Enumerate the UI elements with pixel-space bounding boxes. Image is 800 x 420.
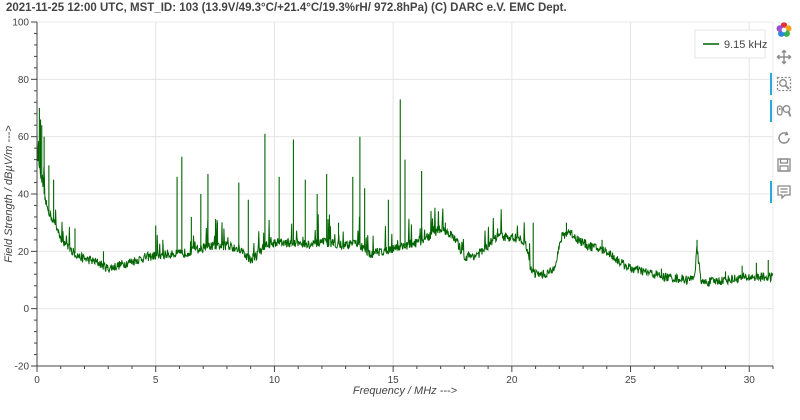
legend-entry-9-15-khz: 9.15 kHz — [724, 39, 767, 51]
x-tick-label: 0 — [34, 375, 40, 386]
hover-icon — [777, 185, 791, 200]
y-axis-label: Field Strength / dBµV/m ---> — [3, 125, 15, 263]
series-line-9-15-khz — [36, 132, 774, 287]
pan-icon — [776, 49, 792, 65]
pan-tool[interactable] — [772, 45, 796, 69]
toolbar — [770, 18, 796, 207]
box-zoom-icon — [776, 76, 792, 92]
wheel-zoom-tool[interactable] — [770, 99, 796, 123]
x-tick-label: 10 — [269, 375, 281, 386]
wheel-zoom-icon — [776, 105, 792, 117]
axes: 0 5 10 15 20 25 30 -20 0 20 40 60 80 100 — [12, 18, 774, 386]
y-tick-label: 60 — [18, 132, 30, 143]
y-tick-label: 0 — [23, 304, 29, 315]
reset-tool[interactable] — [772, 126, 796, 150]
y-tick-label: 80 — [18, 75, 30, 86]
x-tick-label: 25 — [625, 375, 637, 386]
x-tick-label: 15 — [388, 375, 400, 386]
series-layer — [36, 99, 774, 287]
x-tick-label: 20 — [506, 375, 518, 386]
y-tick-label: 20 — [18, 247, 30, 258]
hover-tool[interactable] — [770, 180, 796, 204]
reset-icon — [778, 131, 790, 144]
legend: 9.15 kHz — [694, 29, 767, 59]
bokeh-logo-button[interactable] — [772, 18, 796, 42]
grid — [36, 21, 773, 367]
x-axis-label: Frequency / MHz ---> — [353, 385, 458, 397]
chart-title: 2021-11-25 12:00 UTC, MST_ID: 103 (13.9V… — [6, 2, 567, 14]
save-icon — [777, 158, 791, 172]
y-tick-label: 40 — [18, 190, 30, 201]
y-tick-label: -20 — [15, 362, 30, 373]
bokeh-logo-icon — [776, 22, 792, 37]
save-tool[interactable] — [772, 153, 796, 177]
x-tick-label: 30 — [744, 375, 756, 386]
box-zoom-tool[interactable] — [770, 72, 796, 96]
x-tick-label: 5 — [153, 375, 159, 386]
y-tick-label: 100 — [12, 18, 29, 29]
